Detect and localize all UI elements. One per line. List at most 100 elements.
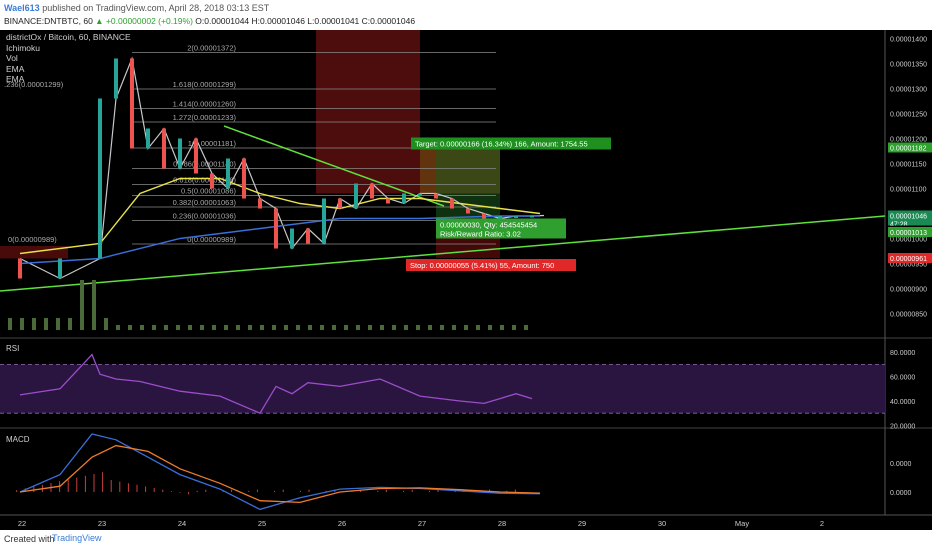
tradingview-logo[interactable]: TradingView [52,533,102,543]
entry-label-bg [436,218,566,239]
volume-bar [488,325,492,330]
rsi-tick: 80.0000 [890,350,915,357]
fib-level-label: 1.272(0.00001233) [173,113,237,122]
time-tick: 24 [178,519,186,528]
macd-tick: 0.0000 [890,461,912,468]
volume-bar [332,325,336,330]
volume-bar [512,325,516,330]
rsi-tick: 60.0000 [890,375,915,382]
legend-title: districtOx / Bitcoin, 60, BINANCE [6,32,131,42]
stop-label: Stop: 0.00000055 (5.41%) 55, Amount: 750 [410,261,554,270]
candle [402,193,406,204]
legend: districtOx / Bitcoin, 60, BINANCE Ichimo… [6,32,131,85]
published-text: published on TradingView.com, April 28, … [42,3,270,13]
resistance-trendline [223,125,445,207]
volume-bar [476,325,480,330]
volume-bar [68,318,72,330]
candle [370,183,374,199]
time-tick: 23 [98,519,106,528]
candle [482,213,486,219]
price-axis-label-bg [888,253,932,263]
volume-bar [452,325,456,330]
volume-bar [380,325,384,330]
fib-level-label: 1.414(0.00001260) [173,100,237,109]
candle [58,258,62,279]
price-axis-label-bg [888,210,932,221]
candle [530,215,534,218]
fib-level-label-left: 0(0.00000989) [8,235,57,244]
volume-bar [356,325,360,330]
volume-bar [20,318,24,330]
ichimoku-cloud-red [316,30,420,194]
fib-level-label: 0.618(0.00001108) [173,176,236,185]
candle [322,198,326,244]
candle [178,138,182,169]
symbol-line: BINANCE:DNTBTC, 60 ▲ +0.00000002 (+0.19%… [4,16,415,26]
candle [130,58,134,149]
fib-level-label: 0.236(0.00001036) [173,212,237,221]
fib-level-label: 2(0.00001372) [187,44,236,53]
price-axis-label: 0.00000961 [890,256,927,263]
candle [498,216,502,219]
rsi-pane-label: RSI [6,344,20,353]
time-tick: 28 [498,519,506,528]
candle [434,193,438,199]
candle [418,193,422,196]
volume-bar [104,318,108,330]
support-trendline [0,215,886,292]
volume-bar [320,325,324,330]
volume-bar [152,325,156,330]
volume-bar [500,325,504,330]
time-tick: 22 [18,519,26,528]
time-tick: 27 [418,519,426,528]
chart-area[interactable]: 2(0.00001372) 1.618(0.00001299) 1.414(0.00… [0,30,932,530]
time-tick: 26 [338,519,346,528]
volume-bar [464,325,468,330]
volume-bar [440,325,444,330]
price-axis-label: 47:28 [890,222,908,229]
volume-bar [128,325,132,330]
candle [258,198,262,209]
price-axis-label-bg [888,218,932,229]
legend-vol: Vol [6,53,18,63]
candle [226,158,230,189]
time-tick: 29 [578,519,586,528]
candle [194,138,198,174]
fib-level-label: 0.5(0.00001086) [181,187,237,196]
volume-bar [392,325,396,330]
fib-level-label: 0(0.00000989) [187,235,236,244]
author-link[interactable]: Wael613 [4,3,40,13]
price-tick: 0.00000850 [890,312,927,319]
price-tick: 0.00001300 [890,87,927,94]
volume-bar [80,280,84,330]
change-label: ▲ +0.00000002 (+0.19%) [95,16,193,26]
price-tick: 0.00000900 [890,287,927,294]
fib-level-label: 1(0.00001181) [188,139,237,148]
volume-bar [344,325,348,330]
volume-bar [272,325,276,330]
volume-bar [428,325,432,330]
volume-bar [188,325,192,330]
fib-level-label: 1.618(0.00001299) [173,80,237,89]
fib-level-label: 0.382(0.00001063) [173,198,237,207]
volume-bar [212,325,216,330]
candle [354,183,358,209]
time-tick: 30 [658,519,666,528]
volume-bar [140,325,144,330]
price-axis-label: 0.00001013 [890,230,927,237]
chart-svg[interactable]: 2(0.00001372) 1.618(0.00001299) 1.414(0.00… [0,30,932,530]
time-tick: May [735,519,749,528]
candle [386,198,390,204]
price-axis-label: 0.00001182 [890,146,927,153]
price-axis-label-bg [888,227,932,237]
time-tick: 2 [820,519,824,528]
volume-bar [524,325,528,330]
volume-bar [224,325,228,330]
price-tick: 0.00001100 [890,187,927,194]
symbol-label: BINANCE:DNTBTC, 60 [4,16,93,26]
publish-header: Wael613 published on TradingView.com, Ap… [0,0,932,30]
volume-bar [404,325,408,330]
volume-bar [56,318,60,330]
rsi-tick: 20.0000 [890,423,915,430]
candle [274,208,278,249]
